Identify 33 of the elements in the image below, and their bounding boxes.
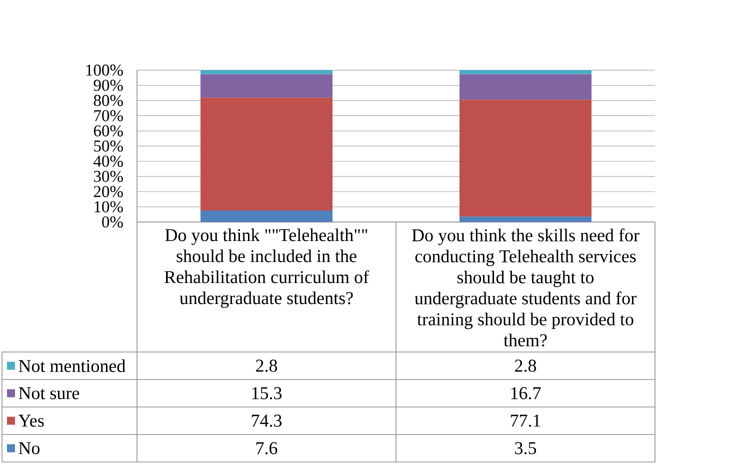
y-tick-label: 30% <box>94 170 123 182</box>
data-label: 77.1 <box>510 414 540 427</box>
bar <box>200 70 333 74</box>
bar <box>200 74 333 98</box>
bar <box>460 216 592 222</box>
legend-label: Yes <box>18 414 44 427</box>
data-label: 7.6 <box>256 442 278 454</box>
data-label: 74.3 <box>252 414 282 427</box>
y-tick-label: 10% <box>94 201 123 212</box>
bar <box>460 70 592 74</box>
bar <box>200 98 333 210</box>
x-tick-label: Do you think ""Telehealth"" should be included in the Rehabilitation curriculum of undergraduate students? <box>164 228 370 308</box>
data-label: 2.8 <box>256 360 278 372</box>
legend-label: Not mentioned <box>18 359 126 372</box>
data-label: 15.3 <box>252 387 282 400</box>
data-label: 2.8 <box>515 360 536 372</box>
bar <box>460 74 592 100</box>
data-label: 3.5 <box>515 442 536 454</box>
y-tick-label: 90% <box>94 80 123 91</box>
y-tick-label: 80% <box>94 94 123 106</box>
data-label: 16.7 <box>511 387 541 400</box>
y-tick-label: 60% <box>94 125 123 136</box>
bar <box>460 100 592 217</box>
y-tick-label: 50% <box>94 140 123 152</box>
y-tick-label: 20% <box>94 186 123 198</box>
bar <box>200 210 333 222</box>
y-tick-label: 40% <box>94 156 123 167</box>
y-tick-label: 70% <box>94 110 123 122</box>
y-tick-label: 0% <box>102 216 123 228</box>
legend-label: No <box>18 442 40 454</box>
legend-label: Not sure <box>18 387 80 400</box>
x-tick-label: Do you think the skills need for conducting Telehealth services should be taught to undergraduate students and for training should be provided to them? <box>412 228 640 346</box>
y-tick-label: 100% <box>86 64 123 76</box>
